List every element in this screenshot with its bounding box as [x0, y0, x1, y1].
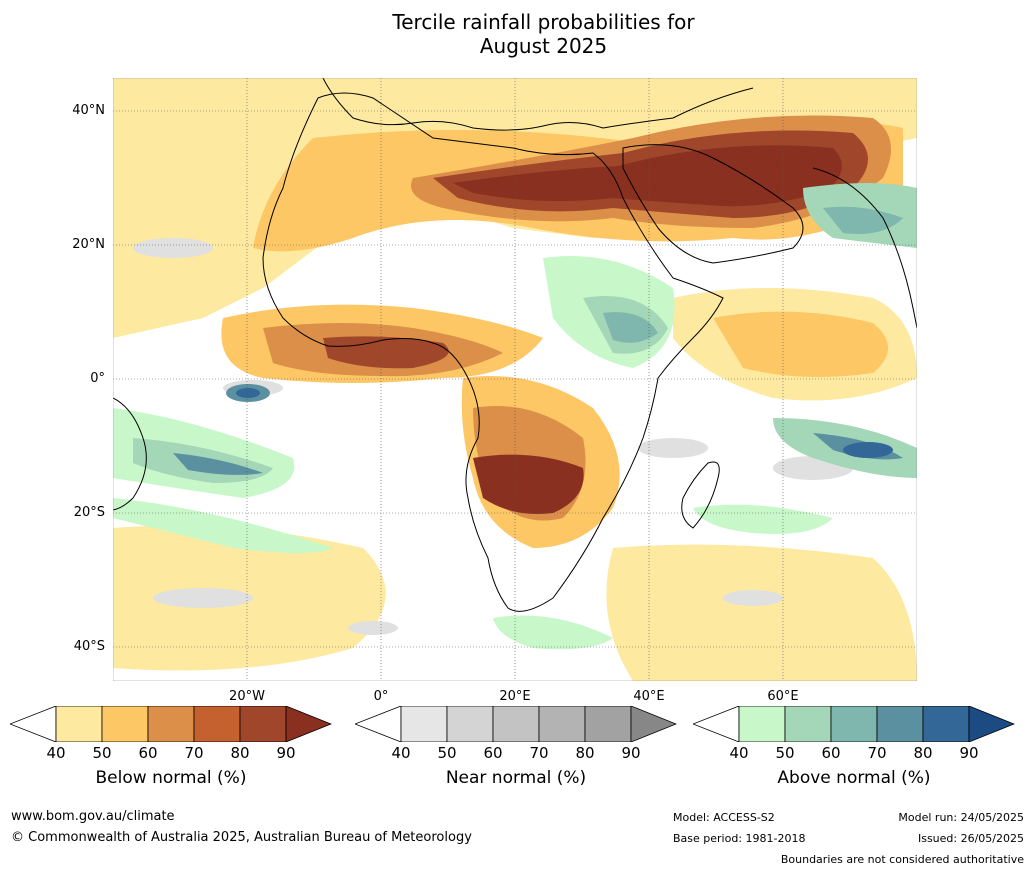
footer-issued: Issued: 26/05/2025	[917, 832, 1024, 845]
near-tick-50: 50	[437, 744, 457, 762]
above-tick-70: 70	[867, 744, 887, 762]
above-tick-50: 50	[775, 744, 795, 762]
above-normal-label: Above normal (%)	[777, 768, 931, 788]
chart-title: Tercile rainfall probabilities for Augus…	[0, 10, 1035, 58]
below-tick-90: 90	[276, 744, 296, 762]
lon-label-20w: 20°W	[229, 689, 265, 704]
above-tick-90: 90	[959, 744, 979, 762]
india-coastline	[812, 167, 917, 329]
lon-label-60e: 60°E	[767, 689, 799, 704]
madagascar-coastline	[681, 461, 720, 529]
above-tick-80: 80	[913, 744, 933, 762]
near-tick-90: 90	[621, 744, 641, 762]
arabia-coastline	[622, 144, 804, 264]
rainfall-probability-map	[113, 78, 917, 681]
footer-copyright: © Commonwealth of Australia 2025, Austra…	[11, 830, 472, 845]
lat-label-0: 0°	[90, 371, 105, 386]
below-tick-60: 60	[138, 744, 158, 762]
lat-label-20s: 20°S	[73, 505, 105, 520]
footer-model-run: Model run: 24/05/2025	[898, 811, 1024, 824]
title-line-1: Tercile rainfall probabilities for	[392, 10, 695, 34]
below-tick-40: 40	[46, 744, 66, 762]
footer-disclaimer: Boundaries are not considered authoritat…	[780, 853, 1024, 866]
near-tick-40: 40	[391, 744, 411, 762]
africa-coastline	[262, 92, 724, 612]
above-normal-colorbar	[693, 706, 1015, 742]
above-tick-40: 40	[729, 744, 749, 762]
lon-label-20e: 20°E	[499, 689, 531, 704]
lat-label-20n: 20°N	[72, 237, 105, 252]
coastlines	[113, 78, 917, 612]
graticule	[113, 78, 917, 681]
lat-label-40s: 40°S	[73, 639, 105, 654]
footer-base-period: Base period: 1981-2018	[673, 832, 806, 845]
near-normal-colorbar	[355, 706, 677, 742]
above-tick-60: 60	[821, 744, 841, 762]
near-normal-label: Near normal (%)	[445, 768, 587, 788]
lat-label-40n: 40°N	[72, 103, 105, 118]
footer-url[interactable]: www.bom.gov.au/climate	[11, 809, 175, 824]
near-tick-70: 70	[529, 744, 549, 762]
lon-label-40e: 40°E	[633, 689, 665, 704]
below-tick-70: 70	[184, 744, 204, 762]
south-america-coastline	[113, 397, 147, 511]
footer-model: Model: ACCESS-S2	[673, 811, 775, 824]
below-normal-label: Below normal (%)	[95, 768, 247, 788]
above-normal-areas	[113, 183, 917, 650]
near-tick-60: 60	[483, 744, 503, 762]
below-tick-50: 50	[92, 744, 112, 762]
near-tick-80: 80	[575, 744, 595, 762]
below-normal-colorbar	[10, 706, 332, 742]
lon-label-0: 0°	[373, 689, 389, 704]
europe-coastline	[322, 78, 754, 131]
below-tick-80: 80	[230, 744, 250, 762]
title-line-2: August 2025	[479, 34, 608, 58]
